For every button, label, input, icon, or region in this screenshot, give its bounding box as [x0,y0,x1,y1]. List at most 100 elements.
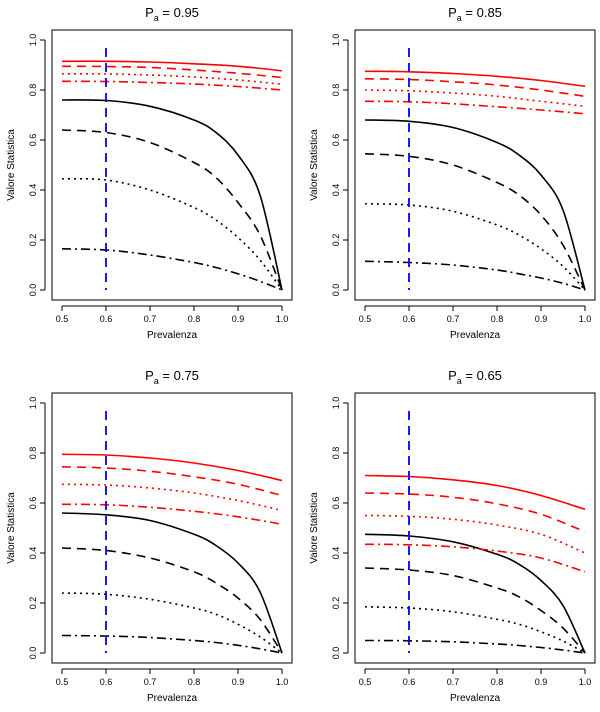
series-line-red-dashdot [61,503,283,526]
x-tick-label: 0.7 [447,314,460,324]
x-tick-label: 0.5 [56,677,69,687]
series-line-black-solid [61,99,283,291]
x-tick-label: 0.9 [535,314,548,324]
y-tick-label: 0.2 [28,597,38,610]
y-axis-label: Valore Statistica [6,492,17,564]
series-line-red-dashed [364,492,586,533]
x-tick-label: 0.9 [232,314,245,324]
x-tick-label: 1.0 [276,314,289,324]
panel-title: Pa = 0.85 [448,5,502,23]
plot-frame [354,29,596,301]
series-line-red-dashed [61,65,283,79]
y-tick-label: 0.4 [28,547,38,560]
y-axis-label: Valore Statistica [309,492,320,564]
series-line-red-solid [61,60,283,72]
y-tick-label: 0.0 [28,284,38,297]
x-axis-label: Prevalenza [450,330,500,341]
y-tick-label: 0.2 [28,234,38,247]
series-line-black-dotted [61,592,283,654]
series-line-red-solid [364,474,586,511]
series-line-red-solid [364,70,586,88]
series-line-black-dashed [364,567,586,654]
y-tick-label: 0.8 [331,84,341,97]
series-line-black-dashdot [61,248,283,291]
series-line-red-dotted [61,483,283,512]
y-tick-label: 0.8 [28,447,38,460]
x-tick-label: 0.8 [491,314,504,324]
y-tick-label: 0.6 [28,134,38,147]
x-axis-label: Prevalenza [147,330,197,341]
series-line-black-dotted [364,606,586,654]
y-tick-label: 0.4 [28,184,38,197]
y-tick-label: 1.0 [28,397,38,410]
x-tick-label: 0.8 [188,677,201,687]
y-tick-label: 1.0 [331,397,341,410]
y-tick-label: 0.2 [331,597,341,610]
plot-frame [354,392,596,664]
series-line-red-dashdot [364,543,586,573]
series-line-red-dotted [364,514,586,554]
x-tick-label: 0.7 [144,677,157,687]
series-line-black-solid [364,533,586,654]
x-tick-label: 0.9 [232,677,245,687]
x-tick-label: 0.8 [188,314,201,324]
y-tick-label: 0.0 [331,647,341,660]
y-tick-label: 0.8 [28,84,38,97]
x-tick-label: 0.9 [535,677,548,687]
series-line-black-dashed [61,129,283,291]
x-tick-label: 0.5 [359,314,372,324]
y-tick-label: 0.2 [331,234,341,247]
chart-panel-2: Pa = 0.85 0.5 0.6 0.7 0.8 0.9 1.0 Prevalenza 0.0… [309,5,596,341]
series-line-red-dashed [61,466,283,497]
chart-panel-4: Pa = 0.65 0.5 0.6 0.7 0.8 0.9 1.0 Prevalenza 0.0… [309,368,596,704]
y-tick-label: 1.0 [331,34,341,47]
x-tick-label: 0.6 [403,314,416,324]
y-tick-label: 0.6 [28,497,38,510]
panel-title: Pa = 0.65 [448,368,502,386]
y-tick-label: 1.0 [28,34,38,47]
series-line-red-dotted [61,73,283,86]
panel-title: Pa = 0.95 [145,5,199,23]
panel-title: Pa = 0.75 [145,368,199,386]
y-tick-label: 0.4 [331,184,341,197]
series-line-black-solid [364,119,586,291]
y-axis-label: Valore Statistica [309,129,320,201]
series-line-red-dashdot [364,100,586,115]
series-line-red-solid [61,453,283,482]
y-axis-label: Valore Statistica [6,129,17,201]
series-line-black-dashdot [61,634,283,654]
x-tick-label: 0.5 [56,314,69,324]
x-tick-label: 1.0 [276,677,289,687]
chart-panel-1: Pa = 0.95 0.5 0.6 0.7 0.8 0.9 1.0 Prevalenza 0.0… [6,5,293,341]
chart-panel-3: Pa = 0.75 0.5 0.6 0.7 0.8 0.9 1.0 Prevalenza 0.0… [6,368,293,704]
series-line-black-dashed [61,547,283,654]
y-tick-label: 0.0 [28,647,38,660]
series-line-black-dashdot [364,260,586,291]
series-line-black-dotted [61,177,283,291]
x-axis-label: Prevalenza [147,693,197,704]
series-line-black-dashed [364,153,586,291]
x-tick-label: 1.0 [579,677,592,687]
series-line-red-dashed [364,78,586,98]
x-tick-label: 0.6 [403,677,416,687]
series-line-red-dashdot [61,80,283,91]
x-axis-label: Prevalenza [450,693,500,704]
y-tick-label: 0.0 [331,284,341,297]
x-tick-label: 0.8 [491,677,504,687]
series-line-black-dotted [364,203,586,291]
plot-frame [51,392,293,664]
y-tick-label: 0.6 [331,497,341,510]
y-tick-label: 0.4 [331,547,341,560]
x-tick-label: 0.6 [100,314,113,324]
y-tick-label: 0.6 [331,134,341,147]
series-line-black-dashdot [364,639,586,654]
series-line-black-solid [61,512,283,654]
x-tick-label: 0.7 [447,677,460,687]
x-tick-label: 0.5 [359,677,372,687]
x-tick-label: 1.0 [579,314,592,324]
series-line-red-dotted [364,89,586,108]
x-tick-label: 0.6 [100,677,113,687]
y-tick-label: 0.8 [331,447,341,460]
x-tick-label: 0.7 [144,314,157,324]
